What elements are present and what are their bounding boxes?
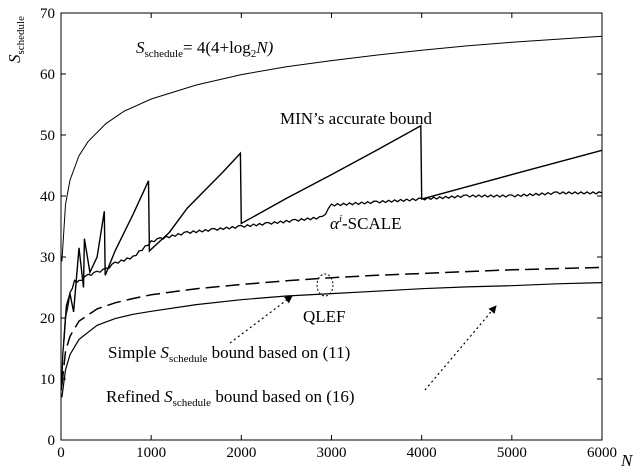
y-axis-label: Sschedule [5, 16, 27, 63]
alpha-scale-label: αi-SCALE [330, 213, 402, 233]
min-bound-label: MIN’s accurate bound [280, 109, 433, 128]
y-tick-label: 70 [40, 6, 55, 22]
formula-annotation: Sschedule= 4(4+log2N) [136, 38, 274, 60]
series-min-accurate-bound [63, 124, 603, 343]
x-tick-label: 2000 [226, 445, 256, 461]
series-simple-bound [61, 266, 603, 386]
refined-bound-label: Refined Sschedule bound based on (16) [106, 387, 355, 409]
plot-frame [60, 12, 603, 441]
x-tick-label: 6000 [587, 445, 617, 461]
y-tick-label: 40 [40, 189, 55, 205]
series-upper-bound-curve [61, 35, 603, 262]
x-tick-label: 5000 [497, 445, 527, 461]
y-tick-label: 20 [40, 311, 55, 327]
simple-bound-label: Simple Sschedule bound based on (11) [108, 343, 350, 365]
x-tick-label: 4000 [407, 445, 437, 461]
x-tick-label: 3000 [317, 445, 347, 461]
y-tick-label: 10 [40, 372, 55, 388]
series-refined-bound [61, 282, 603, 398]
refined-bound-arrow [424, 305, 497, 391]
qlef-ellipse [316, 273, 334, 297]
simple-bound-arrow [229, 295, 293, 344]
x-tick-label: 1000 [136, 445, 166, 461]
x-axis-label: N [620, 451, 634, 470]
series-alpha-scale [60, 191, 603, 391]
y-tick-label: 30 [40, 250, 55, 266]
y-tick-label: 50 [40, 128, 55, 144]
x-tick-label: 0 [57, 445, 65, 461]
qlef-label: QLEF [303, 307, 346, 326]
y-tick-label: 0 [48, 433, 56, 449]
y-tick-label: 60 [40, 67, 55, 83]
